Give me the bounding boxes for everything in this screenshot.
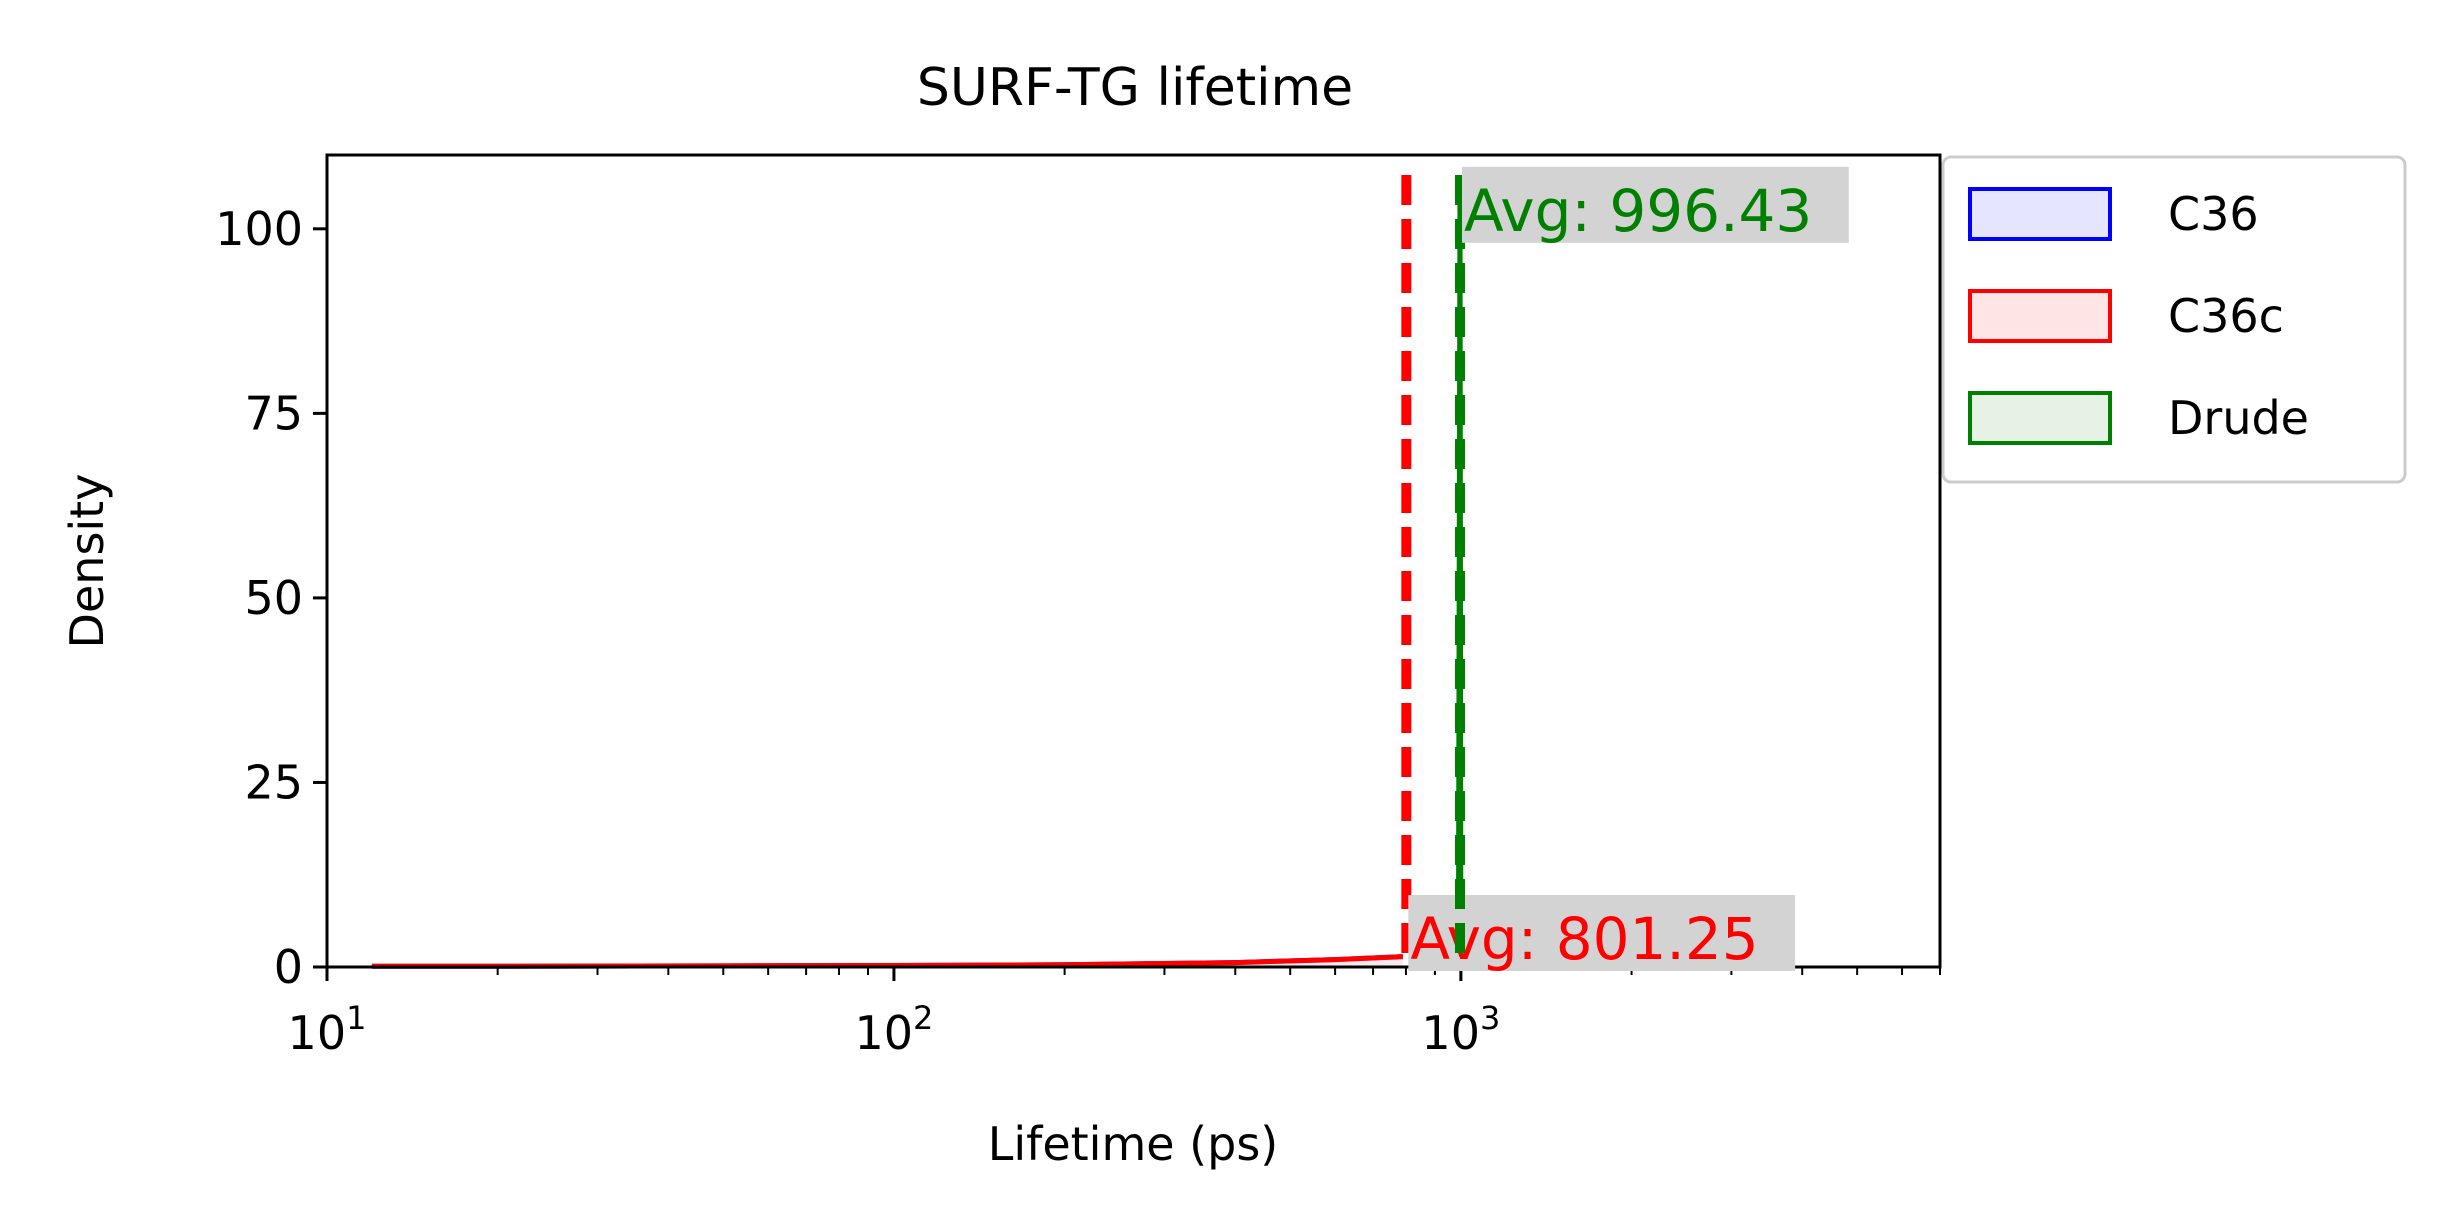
y-tick-label: 75 <box>244 386 303 440</box>
y-axis: 0 25 50 75 100 <box>215 202 327 994</box>
legend-label: C36c <box>2168 289 2284 343</box>
legend-swatch-c36c <box>1968 289 2112 343</box>
x-axis: 101 102 103 <box>288 967 1941 1060</box>
legend-swatch-c36 <box>1968 187 2112 241</box>
y-tick-label: 0 <box>274 940 303 994</box>
avg-label-box-1 <box>1408 895 1796 971</box>
avg-label-1: Avg: 801.25 <box>1410 905 1758 973</box>
avg-label-box-2 <box>1461 166 1849 243</box>
legend: C36 C36c Drude <box>1941 155 2407 484</box>
x-tick-label: 102 <box>854 999 933 1060</box>
y-tick-label: 50 <box>244 571 303 625</box>
y-axis-label: Density <box>60 474 114 649</box>
x-axis-label: Lifetime (ps) <box>988 1117 1279 1171</box>
axes-frame <box>325 153 1942 969</box>
plot-area <box>371 177 1464 969</box>
chart-title: SURF-TG lifetime <box>917 58 1353 118</box>
y-tick-label: 25 <box>244 755 303 809</box>
legend-label: Drude <box>2168 391 2309 445</box>
x-tick-label: 103 <box>1421 999 1500 1060</box>
legend-label: C36 <box>2168 187 2259 241</box>
avg-label-2: Avg: 996.43 <box>1464 177 1812 245</box>
y-tick-label: 100 <box>215 202 303 256</box>
legend-swatch-drude <box>1968 391 2112 445</box>
x-tick-label: 101 <box>288 999 367 1060</box>
avg-annotations: Avg: 801.25 Avg: 996.43 <box>1401 166 1849 973</box>
